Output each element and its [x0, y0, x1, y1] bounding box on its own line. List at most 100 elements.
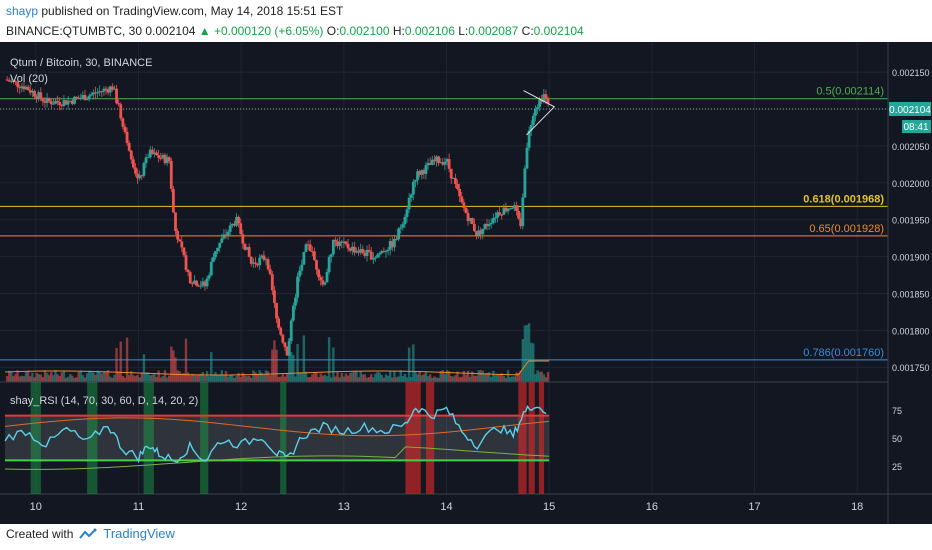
volume-bar — [456, 371, 459, 382]
volume-bar — [10, 371, 13, 382]
candle-body — [138, 175, 142, 179]
symmetrical-triangle-drawing[interactable] — [523, 90, 556, 136]
volume-bar — [374, 373, 377, 382]
candle-body — [140, 175, 144, 177]
volume-bar — [127, 374, 131, 382]
candle-body — [37, 92, 41, 99]
volume-bar — [410, 377, 413, 382]
candle-body — [5, 79, 9, 81]
volume-bar — [94, 374, 97, 382]
volume-bar — [90, 370, 93, 382]
volume-bar — [325, 376, 329, 382]
candle-body — [340, 241, 344, 243]
volume-bar — [182, 373, 186, 382]
candle-body — [338, 241, 342, 247]
candle-body — [359, 249, 363, 253]
candle-body — [353, 246, 356, 253]
volume-bar — [513, 376, 516, 382]
volume-bar — [241, 372, 245, 382]
volume-bar — [454, 375, 457, 382]
candle-body — [443, 161, 447, 165]
volume-bar — [468, 376, 472, 382]
candle-body — [148, 149, 152, 158]
tradingview-brand-link[interactable]: TradingView — [103, 526, 175, 541]
candle-body — [329, 254, 333, 257]
candle-body — [176, 231, 179, 240]
volume-bar — [33, 377, 36, 382]
candle-body — [121, 118, 125, 127]
candle-body — [323, 282, 327, 285]
volume-bar — [336, 371, 339, 382]
fib-label: 0.786(0.001760) — [803, 347, 884, 359]
candle-body — [83, 95, 87, 101]
publisher-username[interactable]: shayp — [6, 4, 39, 18]
candle-body — [180, 241, 184, 248]
volume-bar — [239, 376, 242, 382]
candle-body — [270, 274, 274, 291]
candle-body — [287, 341, 291, 356]
candle-body — [367, 249, 371, 252]
volume-bar — [311, 374, 314, 382]
oversold-zone — [200, 382, 209, 494]
volume-bar — [294, 376, 297, 382]
volume-bar — [500, 373, 503, 382]
rsi-axis[interactable]: 75 50 25 — [892, 406, 902, 472]
candle-body — [96, 92, 100, 94]
candle-body — [376, 254, 379, 258]
fib-label: 0.5(0.002114) — [816, 86, 884, 98]
volume-bar — [391, 377, 394, 382]
candle-body — [220, 238, 224, 243]
candle-body — [142, 163, 146, 176]
volume-bar — [176, 370, 179, 382]
candle-body — [430, 159, 434, 165]
volume-bar — [447, 371, 451, 382]
volume-bar — [56, 374, 59, 382]
volume-bar — [538, 371, 541, 382]
candle-body — [409, 194, 413, 198]
candle-body — [424, 165, 428, 174]
high-label: H: — [392, 24, 405, 38]
volume-bar — [275, 349, 278, 382]
candle-body — [321, 280, 325, 285]
candle-body — [472, 223, 476, 232]
time-tick-label: 10 — [30, 501, 42, 513]
volume-bar — [403, 373, 407, 382]
candle-body — [365, 249, 369, 256]
candle-body — [146, 157, 150, 159]
volume-bar — [195, 375, 198, 382]
candle-body — [68, 100, 72, 102]
time-axis[interactable]: 10 11 12 13 14 15 16 17 18 — [30, 501, 864, 513]
candle-body — [184, 255, 188, 270]
volume-bar — [351, 372, 354, 382]
candle-body — [241, 234, 245, 244]
candle-body — [468, 218, 472, 222]
volume-bar — [332, 347, 335, 382]
candle-body — [483, 224, 487, 229]
volume-bar — [458, 377, 461, 382]
volume-bar — [319, 373, 322, 382]
candle-body — [494, 217, 497, 219]
volume-bar — [327, 337, 331, 382]
volume-bar — [8, 370, 11, 382]
volume-bar — [264, 370, 268, 382]
candle-body — [275, 302, 278, 319]
candle-body — [502, 207, 506, 215]
candle-body — [317, 269, 321, 278]
volume-bar — [393, 370, 396, 382]
price-chart[interactable]: 0.5(0.002114) 0.618(0.001968) 0.65(0.00192… — [0, 42, 932, 524]
candle-body — [475, 231, 478, 236]
volume-bar — [252, 370, 255, 382]
candle-body — [390, 241, 394, 248]
candle-body — [159, 157, 163, 159]
volume-bar — [479, 370, 482, 382]
candle-body — [237, 216, 241, 224]
candle-body — [302, 251, 306, 265]
volume-bar — [279, 376, 282, 382]
candle-body — [134, 167, 137, 174]
candle-body — [110, 86, 114, 90]
volume-bar — [163, 370, 167, 382]
volume-bar — [511, 376, 514, 382]
volume-bar — [359, 371, 362, 382]
volume-bar — [26, 370, 30, 382]
candle-body — [123, 126, 127, 132]
